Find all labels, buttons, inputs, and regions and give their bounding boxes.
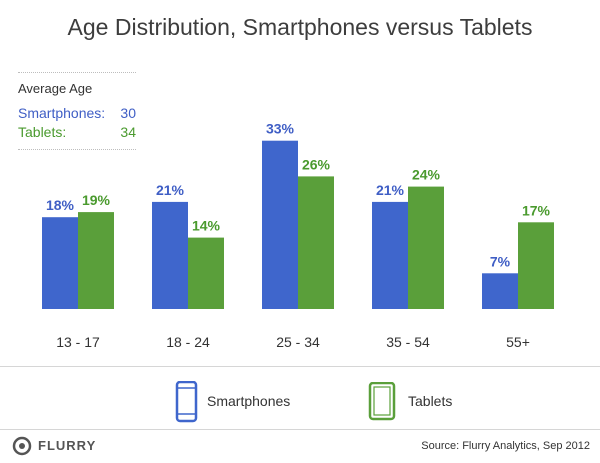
bar-chart: 18% 19% 13 - 17 21% 14% 18 - 24 33% 26% 25 - 34 2… xyxy=(42,121,554,350)
data-label-smartphones-1: 18% xyxy=(46,197,75,213)
x-tick-label-4: 35 - 54 xyxy=(386,334,430,350)
data-label-smartphones-3: 33% xyxy=(266,121,295,137)
legend-item-tablets: Tablets xyxy=(368,381,478,423)
footer-divider xyxy=(0,429,600,430)
data-label-tablets-3: 26% xyxy=(302,156,331,172)
data-label-smartphones-2: 21% xyxy=(156,182,185,198)
divider xyxy=(18,149,136,150)
bar-smartphones-5 xyxy=(482,273,518,309)
bar-smartphones-2 xyxy=(152,201,188,309)
data-label-smartphones-4: 21% xyxy=(376,182,405,198)
tablet-icon xyxy=(368,382,396,421)
average-age-label-tablets: Tablets: xyxy=(18,124,67,140)
legend-divider-top xyxy=(0,366,600,367)
average-age-row-tablets: Tablets: 34 xyxy=(18,123,136,142)
bar-tablets-2 xyxy=(188,237,224,309)
data-label-smartphones-5: 7% xyxy=(490,253,511,269)
average-age-heading: Average Age xyxy=(18,81,93,96)
bar-smartphones-1 xyxy=(42,217,78,309)
legend-item-smartphones: Smartphones xyxy=(175,381,305,423)
average-age-value-tablets: 34 xyxy=(120,124,136,140)
bar-tablets-4 xyxy=(408,186,444,309)
x-tick-label-1: 13 - 17 xyxy=(56,334,100,350)
average-age-value-smartphones: 30 xyxy=(120,105,136,121)
bar-smartphones-3 xyxy=(262,140,298,309)
legend-label-smartphones: Smartphones xyxy=(207,393,291,409)
x-tick-label-3: 25 - 34 xyxy=(276,334,320,350)
flurry-logo-text: FLURRY xyxy=(38,438,97,453)
average-age-label-smartphones: Smartphones: xyxy=(18,105,106,121)
x-tick-label-5: 55+ xyxy=(506,334,530,350)
bar-tablets-3 xyxy=(298,176,334,309)
bar-tablets-1 xyxy=(78,212,114,309)
x-tick-label-2: 18 - 24 xyxy=(166,334,210,350)
average-age-box: Average Age Smartphones: 30 Tablets: 34 xyxy=(18,72,136,150)
bar-smartphones-4 xyxy=(372,201,408,309)
divider xyxy=(18,72,136,73)
flurry-logo-icon xyxy=(12,436,32,456)
data-label-tablets-4: 24% xyxy=(412,167,441,183)
source-note: Source: Flurry Analytics, Sep 2012 xyxy=(421,440,590,452)
bar-tablets-5 xyxy=(518,222,554,309)
data-label-tablets-5: 17% xyxy=(522,202,551,218)
legend-label-tablets: Tablets xyxy=(408,393,453,409)
chart-title: Age Distribution, Smartphones versus Tab… xyxy=(67,14,533,40)
smartphone-icon xyxy=(175,381,198,423)
data-label-tablets-2: 14% xyxy=(192,218,221,234)
average-age-row-smartphones: Smartphones: 30 xyxy=(18,104,136,123)
data-label-tablets-1: 19% xyxy=(82,192,111,208)
